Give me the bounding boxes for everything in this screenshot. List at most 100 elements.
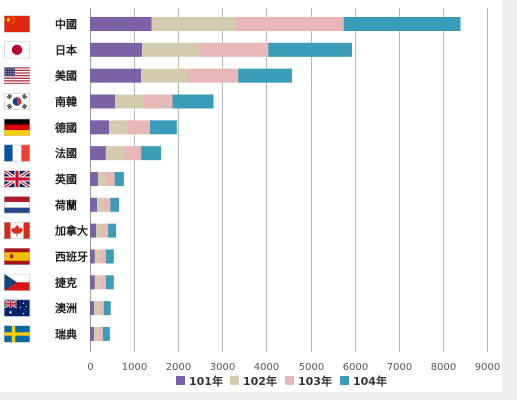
usa-flag-icon	[4, 67, 30, 85]
category-label: 荷蘭	[54, 198, 77, 212]
bar-row-2-series-2	[187, 68, 239, 83]
legend: 101年 102年 103年 104年	[176, 374, 387, 388]
category-label: 南韓	[55, 94, 77, 108]
bar-row-11-series-0	[90, 301, 94, 316]
category-label: 瑞典	[55, 327, 77, 341]
x-tick-label: 8000	[431, 362, 456, 373]
category-row: 法國	[4, 144, 162, 162]
bar-row-0-series-3	[343, 17, 461, 31]
bar-row-3-series-0	[90, 94, 116, 109]
bar-row-2-series-3	[238, 68, 293, 83]
x-tick-label: 1000	[122, 362, 147, 373]
south-korea-flag-icon	[4, 92, 30, 110]
x-axis-ticks: 0 1000 2000 3000 4000 5000 6000 7000 8000 9000	[87, 362, 500, 373]
bar-row-10-series-0	[90, 275, 95, 290]
bar-row-5-series-2	[123, 146, 142, 161]
bar-row-4-series-1	[108, 120, 128, 135]
bar-row-5-series-0	[90, 146, 106, 161]
bar-row-10-series-3	[105, 275, 114, 290]
sweden-flag-icon	[4, 325, 30, 343]
bar-row-4-series-0	[90, 120, 109, 135]
bar-row-5-series-1	[105, 146, 124, 161]
category-label: 日本	[55, 43, 77, 57]
legend-label: 104年	[353, 374, 387, 388]
bar-row-9-series-3	[105, 249, 114, 264]
bar-row-9-series-1	[94, 249, 100, 264]
category-label: 加拿大	[54, 224, 88, 238]
germany-flag-icon	[4, 118, 30, 136]
bar-row-3-series-1	[115, 94, 144, 109]
uk-flag-icon	[4, 170, 30, 188]
bar-row-8-series-3	[108, 223, 117, 238]
bar-row-11-series-3	[103, 301, 111, 316]
category-row: 美國	[4, 67, 293, 85]
category-row: 西班牙	[4, 247, 114, 265]
x-tick-label: 7000	[387, 362, 412, 373]
bar-row-4-series-2	[127, 120, 150, 135]
category-row: 日本	[4, 41, 353, 59]
bar-row-12-series-2	[97, 326, 103, 341]
category-row: 德國	[4, 118, 177, 136]
bar-row-1-series-2	[198, 42, 269, 57]
canada-flag-icon	[4, 222, 30, 240]
bar-row-6-series-3	[114, 171, 124, 186]
legend-label: 101年	[189, 374, 223, 388]
china-flag-icon	[4, 15, 30, 33]
bar-row-8-series-2	[101, 223, 109, 238]
bar-row-7-series-1	[97, 197, 104, 212]
bar-row-2-series-1	[141, 68, 188, 83]
bar-row-3-series-2	[143, 94, 173, 109]
category-label: 中國	[55, 17, 77, 31]
bar-row-4-series-3	[149, 120, 177, 135]
bar-row-8-series-1	[96, 223, 102, 238]
x-tick-label: 5000	[299, 362, 324, 373]
bar-row-0-series-1	[151, 17, 236, 31]
japan-flag-icon	[4, 41, 30, 59]
czech-flag-icon	[4, 273, 30, 291]
category-row: 瑞典	[4, 325, 110, 343]
category-row: 中國	[4, 15, 461, 33]
legend-item-103: 103年	[285, 374, 332, 388]
category-row: 加拿大	[4, 222, 117, 240]
x-tick-label: 3000	[210, 362, 235, 373]
bar-row-6-series-2	[105, 171, 115, 186]
bar-row-7-series-2	[103, 197, 111, 212]
category-row: 捷克	[4, 273, 114, 291]
legend-item-104: 104年	[340, 374, 387, 388]
australia-flag-icon	[4, 299, 30, 317]
bar-row-3-series-3	[172, 94, 214, 109]
chart-background	[0, 0, 502, 392]
category-row: 南韓	[4, 92, 214, 110]
category-label: 法國	[55, 146, 77, 160]
spain-flag-icon	[4, 247, 30, 265]
legend-label: 102年	[243, 374, 277, 388]
category-label: 澳洲	[55, 301, 77, 315]
legend-swatch	[285, 376, 294, 385]
category-row: 荷蘭	[4, 196, 120, 214]
bar-row-7-series-3	[110, 197, 120, 212]
bar-row-12-series-1	[93, 326, 98, 341]
bar-row-9-series-2	[99, 249, 106, 264]
legend-swatch	[230, 376, 239, 385]
bar-row-9-series-0	[90, 249, 95, 264]
bar-row-8-series-0	[90, 223, 97, 238]
bar-row-1-series-0	[90, 42, 143, 57]
category-row: 澳洲	[4, 299, 111, 317]
bar-row-0-series-0	[90, 17, 152, 31]
bar-row-6-series-0	[90, 171, 98, 186]
x-tick-label: 0	[87, 362, 93, 373]
category-label: 德國	[54, 120, 77, 134]
category-label: 英國	[54, 172, 77, 186]
category-row: 英國	[4, 170, 124, 188]
bar-row-10-series-1	[94, 275, 100, 290]
legend-item-101: 101年	[176, 374, 223, 388]
bar-row-10-series-2	[99, 275, 106, 290]
category-label: 美國	[55, 69, 77, 83]
bar-row-12-series-0	[90, 326, 94, 341]
legend-item-102: 102年	[230, 374, 277, 388]
category-label: 西班牙	[55, 249, 88, 263]
france-flag-icon	[4, 144, 30, 162]
legend-label: 103年	[298, 374, 332, 388]
bar-row-1-series-1	[142, 42, 199, 57]
